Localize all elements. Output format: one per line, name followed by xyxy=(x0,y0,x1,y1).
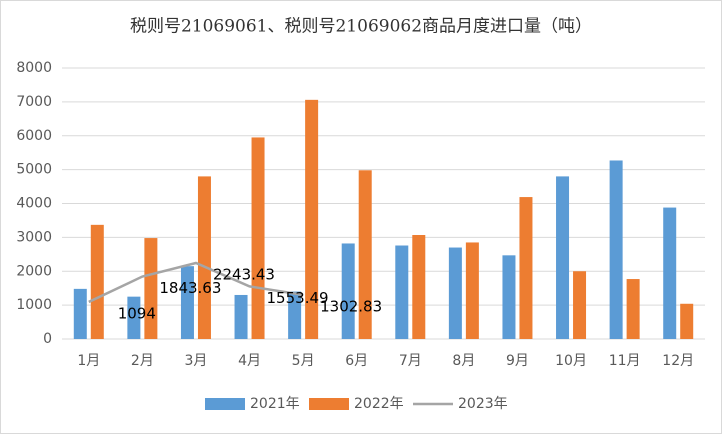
bar xyxy=(573,271,587,339)
line xyxy=(88,261,304,304)
bar xyxy=(680,303,694,339)
x-tick-label: 1月 xyxy=(77,353,100,369)
chart-title: 税则号21069061、税则号21069062商品月度进口量（吨） xyxy=(130,17,592,37)
bar xyxy=(305,99,319,339)
x-tick-label: 3月 xyxy=(184,353,207,369)
y-tick-label: 4000 xyxy=(16,196,52,212)
x-tick-label: 6月 xyxy=(345,353,368,369)
bar xyxy=(180,266,194,339)
bar xyxy=(609,160,623,339)
legend-swatch xyxy=(205,398,245,410)
data-label: 1553.49 xyxy=(267,289,329,307)
bar xyxy=(358,170,372,339)
bar xyxy=(663,207,677,339)
y-tick-label: 2000 xyxy=(16,263,52,279)
y-tick-label: 5000 xyxy=(16,162,52,178)
x-tick-label: 2月 xyxy=(131,353,154,369)
x-tick-label: 11月 xyxy=(609,353,641,369)
y-tick-label: 1000 xyxy=(16,297,52,313)
bar xyxy=(412,235,426,339)
bar xyxy=(465,242,479,339)
data-label: 1302.83 xyxy=(320,297,382,315)
bar xyxy=(556,176,570,339)
bar xyxy=(448,247,462,339)
y-tick-label: 7000 xyxy=(16,94,52,110)
y-tick-label: 3000 xyxy=(16,229,52,245)
legend-swatch xyxy=(309,398,349,410)
x-tick-label: 9月 xyxy=(506,353,529,369)
data-label: 1843.63 xyxy=(159,279,221,297)
data-label: 2243.43 xyxy=(213,266,275,284)
bar xyxy=(73,288,87,339)
x-tick-label: 4月 xyxy=(238,353,261,369)
bar xyxy=(144,238,158,339)
bar xyxy=(395,245,409,339)
x-tick-label: 8月 xyxy=(452,353,475,369)
bar xyxy=(90,224,104,339)
legend-label: 2021年 xyxy=(250,396,300,412)
x-tick-label: 5月 xyxy=(292,353,315,369)
bar xyxy=(288,291,302,339)
y-tick-label: 6000 xyxy=(16,128,52,144)
data-label: 1094 xyxy=(118,304,156,322)
bar xyxy=(251,137,265,339)
y-tick-label: 0 xyxy=(43,331,52,347)
legend-label: 2022年 xyxy=(354,396,404,412)
bar xyxy=(234,294,248,339)
x-tick-label: 7月 xyxy=(399,353,422,369)
x-tick-label: 10月 xyxy=(555,353,587,369)
y-tick-label: 8000 xyxy=(16,60,52,76)
bar xyxy=(127,296,141,339)
legend-label: 2023年 xyxy=(458,396,508,412)
bar xyxy=(197,176,211,339)
x-tick-label: 12月 xyxy=(662,353,694,369)
bar xyxy=(519,197,533,339)
bar xyxy=(502,255,516,339)
bar xyxy=(341,243,355,339)
bar xyxy=(626,279,640,339)
